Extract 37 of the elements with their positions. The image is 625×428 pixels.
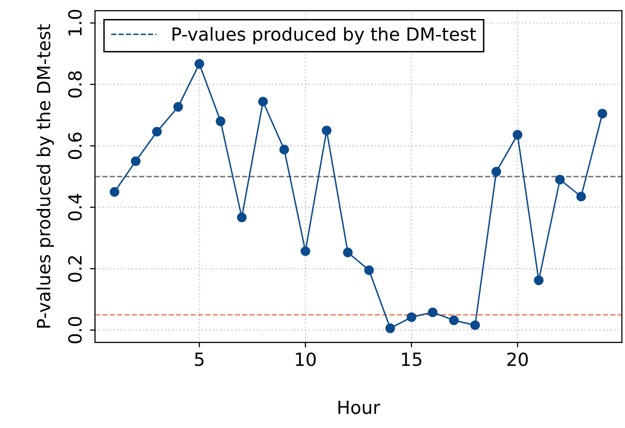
point — [342, 248, 353, 258]
y-axis-title: P-values produced by the DM-test — [36, 24, 54, 328]
point — [534, 276, 544, 286]
point — [279, 144, 290, 154]
point — [428, 307, 438, 318]
point — [491, 166, 502, 176]
y-tick-label: 0.6 — [68, 132, 82, 160]
point — [322, 126, 332, 136]
point — [364, 265, 374, 276]
point — [576, 192, 586, 202]
point — [300, 246, 310, 256]
x-tick-label: 10 — [296, 352, 316, 366]
y-tick-label: 0.8 — [68, 71, 82, 98]
y-tick-label: 0.2 — [68, 256, 82, 282]
y-tick-label: 0.0 — [68, 316, 82, 344]
x-tick-label: 15 — [402, 352, 422, 366]
point — [449, 315, 459, 326]
point — [110, 187, 120, 197]
point — [216, 116, 226, 126]
x-tick-label: 5 — [195, 352, 204, 366]
point — [173, 102, 184, 112]
point — [555, 174, 565, 184]
point — [152, 126, 162, 137]
y-tick-label: 1.0 — [68, 10, 82, 36]
point — [236, 212, 247, 222]
x-axis-title: Hour — [338, 400, 380, 414]
point — [470, 320, 480, 330]
point — [406, 312, 416, 322]
point — [258, 96, 268, 106]
y-tick-label: 0.4 — [68, 194, 82, 220]
point — [598, 108, 608, 118]
point — [194, 58, 204, 69]
legend-label: P-values produced by the DM-test — [172, 26, 476, 44]
x-tick-label: 20 — [507, 352, 528, 366]
point — [385, 323, 396, 334]
point — [130, 156, 141, 166]
point — [512, 130, 522, 140]
